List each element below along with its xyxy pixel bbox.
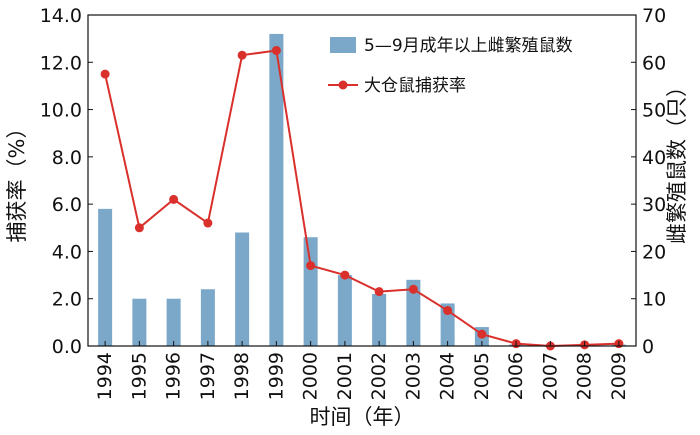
right-tick-label: 10 xyxy=(642,289,666,311)
left-tick-label: 12.0 xyxy=(40,52,82,74)
bar-2001 xyxy=(337,275,352,346)
bar-2002 xyxy=(372,293,387,346)
right-axis-title: 雌繁殖鼠数（只） xyxy=(665,76,689,244)
left-axis: 0.0 2.0 4.0 6.0 8.0 10.0 12.0 14.0 xyxy=(40,5,93,358)
x-tick-label: 1996 xyxy=(163,352,185,400)
right-tick-label: 20 xyxy=(642,241,666,263)
x-tick-label: 1998 xyxy=(231,352,253,400)
x-tick-label: 1999 xyxy=(265,352,287,400)
line-point-2003 xyxy=(408,284,418,294)
x-tick-label: 2004 xyxy=(437,352,459,400)
line-point-2004 xyxy=(443,306,453,316)
left-tick-label: 0.0 xyxy=(52,336,82,358)
line-point-1996 xyxy=(169,194,179,204)
legend-line-label: 大仓鼠捕获率 xyxy=(364,76,466,96)
right-tick-label: 0 xyxy=(642,336,654,358)
left-tick-label: 14.0 xyxy=(40,5,82,27)
line-point-2000 xyxy=(306,261,316,271)
legend-line-marker xyxy=(338,80,348,90)
legend-bar-label: 5—9月成年以上雌繁殖鼠数 xyxy=(364,36,573,56)
bar-2000 xyxy=(303,237,318,346)
left-tick-label: 4.0 xyxy=(52,241,82,263)
bar-2003 xyxy=(406,279,421,346)
line-point-2005 xyxy=(477,329,487,339)
line-point-1994 xyxy=(100,69,110,79)
x-axis: 1994 1995 1996 1997 1998 1999 2000 2001 2002 2003… xyxy=(94,341,630,400)
x-tick-label: 2008 xyxy=(574,352,596,400)
right-tick-label: 60 xyxy=(642,52,666,74)
x-tick-label: 2006 xyxy=(505,352,527,400)
right-tick-label: 30 xyxy=(642,194,666,216)
right-tick-label: 40 xyxy=(642,147,666,169)
x-tick-label: 2007 xyxy=(539,352,561,400)
line-point-2002 xyxy=(374,287,384,297)
line-point-1998 xyxy=(237,50,247,60)
x-tick-label: 2003 xyxy=(402,352,424,400)
x-tick-label: 2005 xyxy=(471,352,493,400)
legend-bar-swatch xyxy=(330,37,356,53)
x-tick-label: 2002 xyxy=(368,352,390,400)
x-tick-label: 2001 xyxy=(334,352,356,400)
left-axis-title: 捕获率（%） xyxy=(5,118,29,243)
x-axis-title: 时间（年） xyxy=(310,405,415,429)
bar-1995 xyxy=(132,298,147,346)
line-point-2001 xyxy=(340,270,350,280)
line-layer xyxy=(100,45,624,351)
x-tick-label: 1995 xyxy=(128,352,150,400)
bars-layer xyxy=(98,33,626,347)
bar-1994 xyxy=(98,208,113,346)
left-tick-label: 6.0 xyxy=(52,194,82,216)
x-tick-label: 2000 xyxy=(300,352,322,400)
legend: 5—9月成年以上雌繁殖鼠数 大仓鼠捕获率 xyxy=(328,36,573,96)
line-point-1997 xyxy=(203,218,213,228)
bar-1996 xyxy=(166,298,181,346)
line-point-1999 xyxy=(271,45,281,55)
plot-frame xyxy=(87,14,637,347)
left-tick-label: 8.0 xyxy=(52,147,82,169)
right-tick-label: 70 xyxy=(642,5,666,27)
left-tick-label: 2.0 xyxy=(52,289,82,311)
bar-1997 xyxy=(200,289,215,346)
left-tick-label: 10.0 xyxy=(40,100,82,122)
x-tick-label: 1997 xyxy=(197,352,219,400)
bar-1999 xyxy=(269,33,284,347)
x-tick-label: 1994 xyxy=(94,352,116,400)
capture-rate-line xyxy=(104,49,619,348)
line-point-1995 xyxy=(134,223,144,233)
right-axis: 0 10 20 30 40 50 60 70 xyxy=(631,5,666,358)
x-tick-label: 2009 xyxy=(608,352,630,400)
bar-1998 xyxy=(235,232,250,346)
right-tick-label: 50 xyxy=(642,100,666,122)
